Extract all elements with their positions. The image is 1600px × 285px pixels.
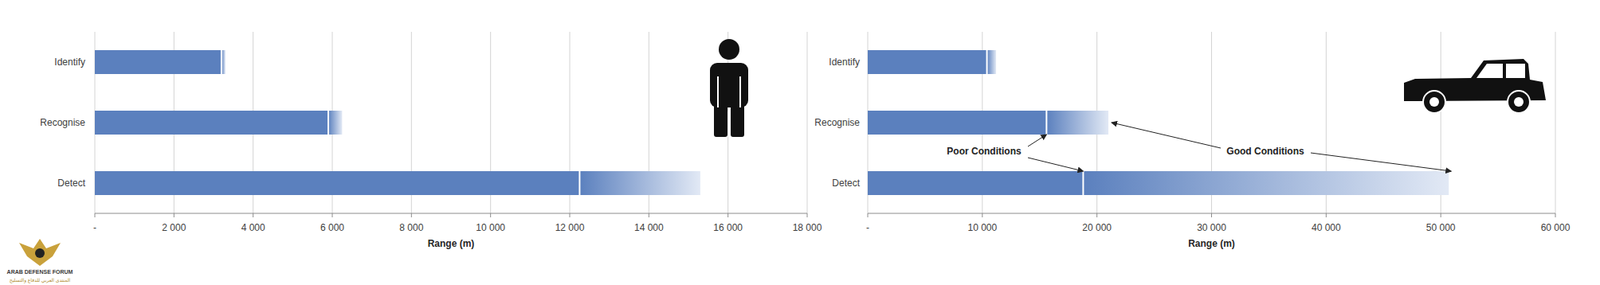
good-bar [94,110,342,135]
poor-bar [94,171,580,196]
poor-bar [867,110,1047,135]
tick-mark [727,213,729,218]
tick-label: - [866,222,870,234]
tick-label: 16 000 [713,222,743,234]
tick-label: 18 000 [792,222,823,234]
tick-label: 8 000 [399,222,424,234]
category-label: Identify [828,56,860,68]
x-axis-label: Range (m) [427,238,475,250]
tick-label: 4 000 [241,222,266,234]
logo-center [35,248,45,259]
good-bar [867,171,1449,196]
tick-mark [332,213,334,218]
person-leg [713,101,728,138]
person-leg-gap [728,111,731,138]
logo-title: ARAB DEFENSE FORUM [7,269,74,275]
tick-label: 30 000 [1196,222,1227,234]
truck-hub [1429,97,1440,107]
logo-subtitle: المنتدى العربي للدفاع والتسليح [9,278,71,284]
x-axis [867,213,1556,215]
truck-wheel [1423,90,1446,114]
tick-mark [807,213,808,218]
tick-mark [569,213,571,218]
tick-label: - [93,222,97,234]
background [0,0,1600,285]
separator [1045,110,1048,135]
grid-line [1555,31,1557,214]
chart: - 10 000 20 000 30 000 40 000 50 000 60 000 Ran… [814,31,1570,250]
tick-mark [1440,213,1442,218]
tick-mark [867,213,869,218]
person-torso [709,62,749,108]
x-axis-label: Range (m) [1188,238,1236,250]
tick-mark [173,213,175,218]
tick-mark [252,213,254,218]
person-head [718,39,740,60]
annotation-arrow [1027,157,1083,172]
truck-wheel [1507,90,1530,114]
tick-label: 10 000 [967,222,997,234]
good-bar [94,50,226,75]
category-label: Recognise [39,117,86,129]
tick-label: 2 000 [161,222,186,234]
tick-mark [490,213,491,218]
separator [578,171,581,196]
tick-mark [1325,213,1327,218]
truck-window [1476,63,1503,79]
tick-mark [1555,213,1557,218]
canvas: - 2 000 4 000 6 000 8 000 10 000 12 000 14 000 1… [0,0,1600,285]
tick-label: 6 000 [320,222,345,234]
tick-mark [94,213,96,218]
annotation-arrow [1111,122,1221,149]
separator [220,50,223,75]
good-bar [94,171,701,196]
tick-mark [1096,213,1098,218]
separator [1082,171,1084,196]
logo-emblem [19,239,61,267]
annotation-arrow [1027,134,1047,147]
tick-label: 10 000 [475,222,506,234]
tick-mark [411,213,412,218]
good-bar [867,110,1109,135]
tick-mark [648,213,650,218]
annotation: Poor Conditions [946,145,1022,157]
bars [867,50,1449,196]
truck-icon [1403,58,1546,114]
category-label: Detect [831,177,860,189]
annotation: Good Conditions [1226,145,1305,157]
truck-window [1505,63,1526,79]
truck-hub [1513,97,1524,107]
tick-label: 20 000 [1082,222,1112,234]
category-label: Recognise [814,117,860,129]
poor-bar [867,171,1083,196]
person-leg [730,101,745,138]
bars [94,50,701,196]
person-arm-gap [717,76,719,108]
category-label: Identify [54,56,86,68]
poor-bar [867,50,988,75]
annotation-arrow [1310,152,1451,172]
grid-line [807,31,808,214]
good-bar [867,50,997,75]
tick-label: 60 000 [1541,222,1571,234]
tick-mark [981,213,983,218]
tick-label: 12 000 [555,222,585,234]
category-label: Detect [57,177,86,189]
tick-label: 14 000 [634,222,664,234]
tick-mark [1211,213,1212,218]
poor-bar [94,110,329,135]
tick-label: 50 000 [1426,222,1456,234]
separator [986,50,989,75]
chart: - 2 000 4 000 6 000 8 000 10 000 12 000 14 000 1… [39,31,822,250]
tick-label: 40 000 [1311,222,1342,234]
separator [327,110,330,135]
person-arm-gap [739,76,742,108]
person-icon [709,39,749,138]
watermark: ARAB DEFENSE FORUM المنتدى العربي للدفاع … [7,239,74,284]
poor-bar [94,50,222,75]
x-axis [94,213,808,215]
